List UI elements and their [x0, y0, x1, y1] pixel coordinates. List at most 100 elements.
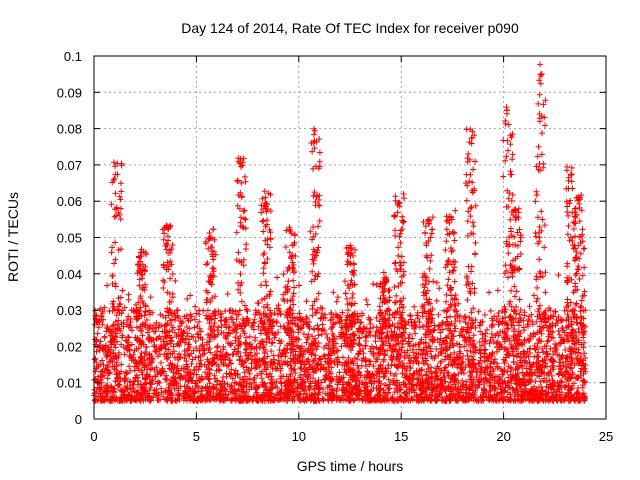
data-point: [362, 363, 369, 370]
data-point: [404, 347, 411, 354]
data-point: [354, 356, 361, 363]
data-point: [498, 390, 505, 397]
data-point: [544, 363, 551, 370]
data-point: [437, 335, 444, 342]
data-point: [285, 278, 292, 285]
data-point: [320, 396, 327, 403]
data-point: [216, 367, 223, 374]
data-point: [176, 323, 183, 330]
data-point: [92, 355, 99, 362]
data-point: [133, 324, 140, 331]
data-point: [488, 330, 495, 337]
data-point: [135, 366, 142, 373]
data-point: [537, 378, 544, 385]
data-point: [398, 253, 405, 260]
data-point: [476, 360, 483, 367]
data-point: [258, 375, 265, 382]
data-point: [260, 217, 267, 224]
data-point: [367, 320, 374, 327]
data-point: [370, 324, 377, 331]
data-point: [238, 298, 245, 305]
data-point: [104, 375, 111, 382]
data-point: [259, 218, 266, 225]
data-point: [451, 349, 458, 356]
data-point: [316, 158, 323, 165]
data-point: [110, 350, 117, 357]
data-point: [389, 357, 396, 364]
data-point: [243, 334, 250, 341]
data-point: [356, 377, 363, 384]
data-point: [99, 368, 106, 375]
data-point: [442, 246, 449, 253]
data-point: [232, 334, 239, 341]
data-point: [106, 308, 113, 315]
data-point: [356, 335, 363, 342]
data-point: [157, 359, 164, 366]
data-point: [349, 294, 356, 301]
data-point: [125, 334, 132, 341]
data-point: [333, 298, 340, 305]
data-point: [346, 285, 353, 292]
data-point: [394, 209, 401, 216]
data-point: [238, 279, 245, 286]
data-point: [260, 228, 267, 235]
data-point: [571, 362, 578, 369]
data-point: [562, 346, 569, 353]
data-point: [313, 346, 320, 353]
data-point: [391, 260, 398, 267]
data-point: [305, 331, 312, 338]
data-point: [267, 235, 274, 242]
data-point: [488, 324, 495, 331]
data-point: [226, 323, 233, 330]
data-point: [494, 364, 501, 371]
data-point: [224, 381, 231, 388]
data-point: [407, 311, 414, 318]
data-point: [165, 346, 172, 353]
data-point: [167, 258, 174, 265]
data-point: [119, 287, 126, 294]
data-point: [533, 298, 540, 305]
data-point: [314, 322, 321, 329]
data-point: [282, 243, 289, 250]
data-point: [407, 364, 414, 371]
data-point: [565, 337, 572, 344]
data-point: [391, 299, 398, 306]
data-point: [469, 219, 476, 226]
data-point: [185, 352, 192, 359]
data-point: [143, 344, 150, 351]
data-point: [160, 285, 167, 292]
data-point: [241, 173, 248, 180]
data-point: [118, 188, 125, 195]
data-point: [348, 277, 355, 284]
data-point: [174, 307, 181, 314]
data-point: [370, 281, 377, 288]
data-point: [470, 223, 477, 230]
data-point: [290, 277, 297, 284]
data-point: [416, 319, 423, 326]
data-point: [343, 295, 350, 302]
data-point: [442, 364, 448, 371]
data-point: [504, 347, 511, 354]
data-point: [393, 292, 400, 299]
data-point: [443, 226, 450, 233]
data-point: [373, 314, 380, 321]
data-point: [349, 290, 356, 297]
data-point: [530, 292, 537, 299]
data-point: [532, 378, 539, 385]
data-point: [258, 368, 265, 375]
data-point: [314, 362, 321, 369]
data-point: [253, 350, 260, 357]
data-point: [274, 274, 281, 281]
data-point: [386, 286, 393, 293]
data-point: [430, 278, 437, 285]
data-point: [112, 283, 119, 290]
data-point: [186, 344, 193, 351]
data-point: [455, 354, 462, 361]
data-point: [386, 322, 393, 329]
data-point: [164, 350, 171, 357]
data-point: [266, 244, 273, 251]
data-point: [568, 360, 575, 367]
data-point: [445, 257, 452, 264]
data-point: [229, 310, 236, 317]
data-point: [426, 217, 433, 224]
